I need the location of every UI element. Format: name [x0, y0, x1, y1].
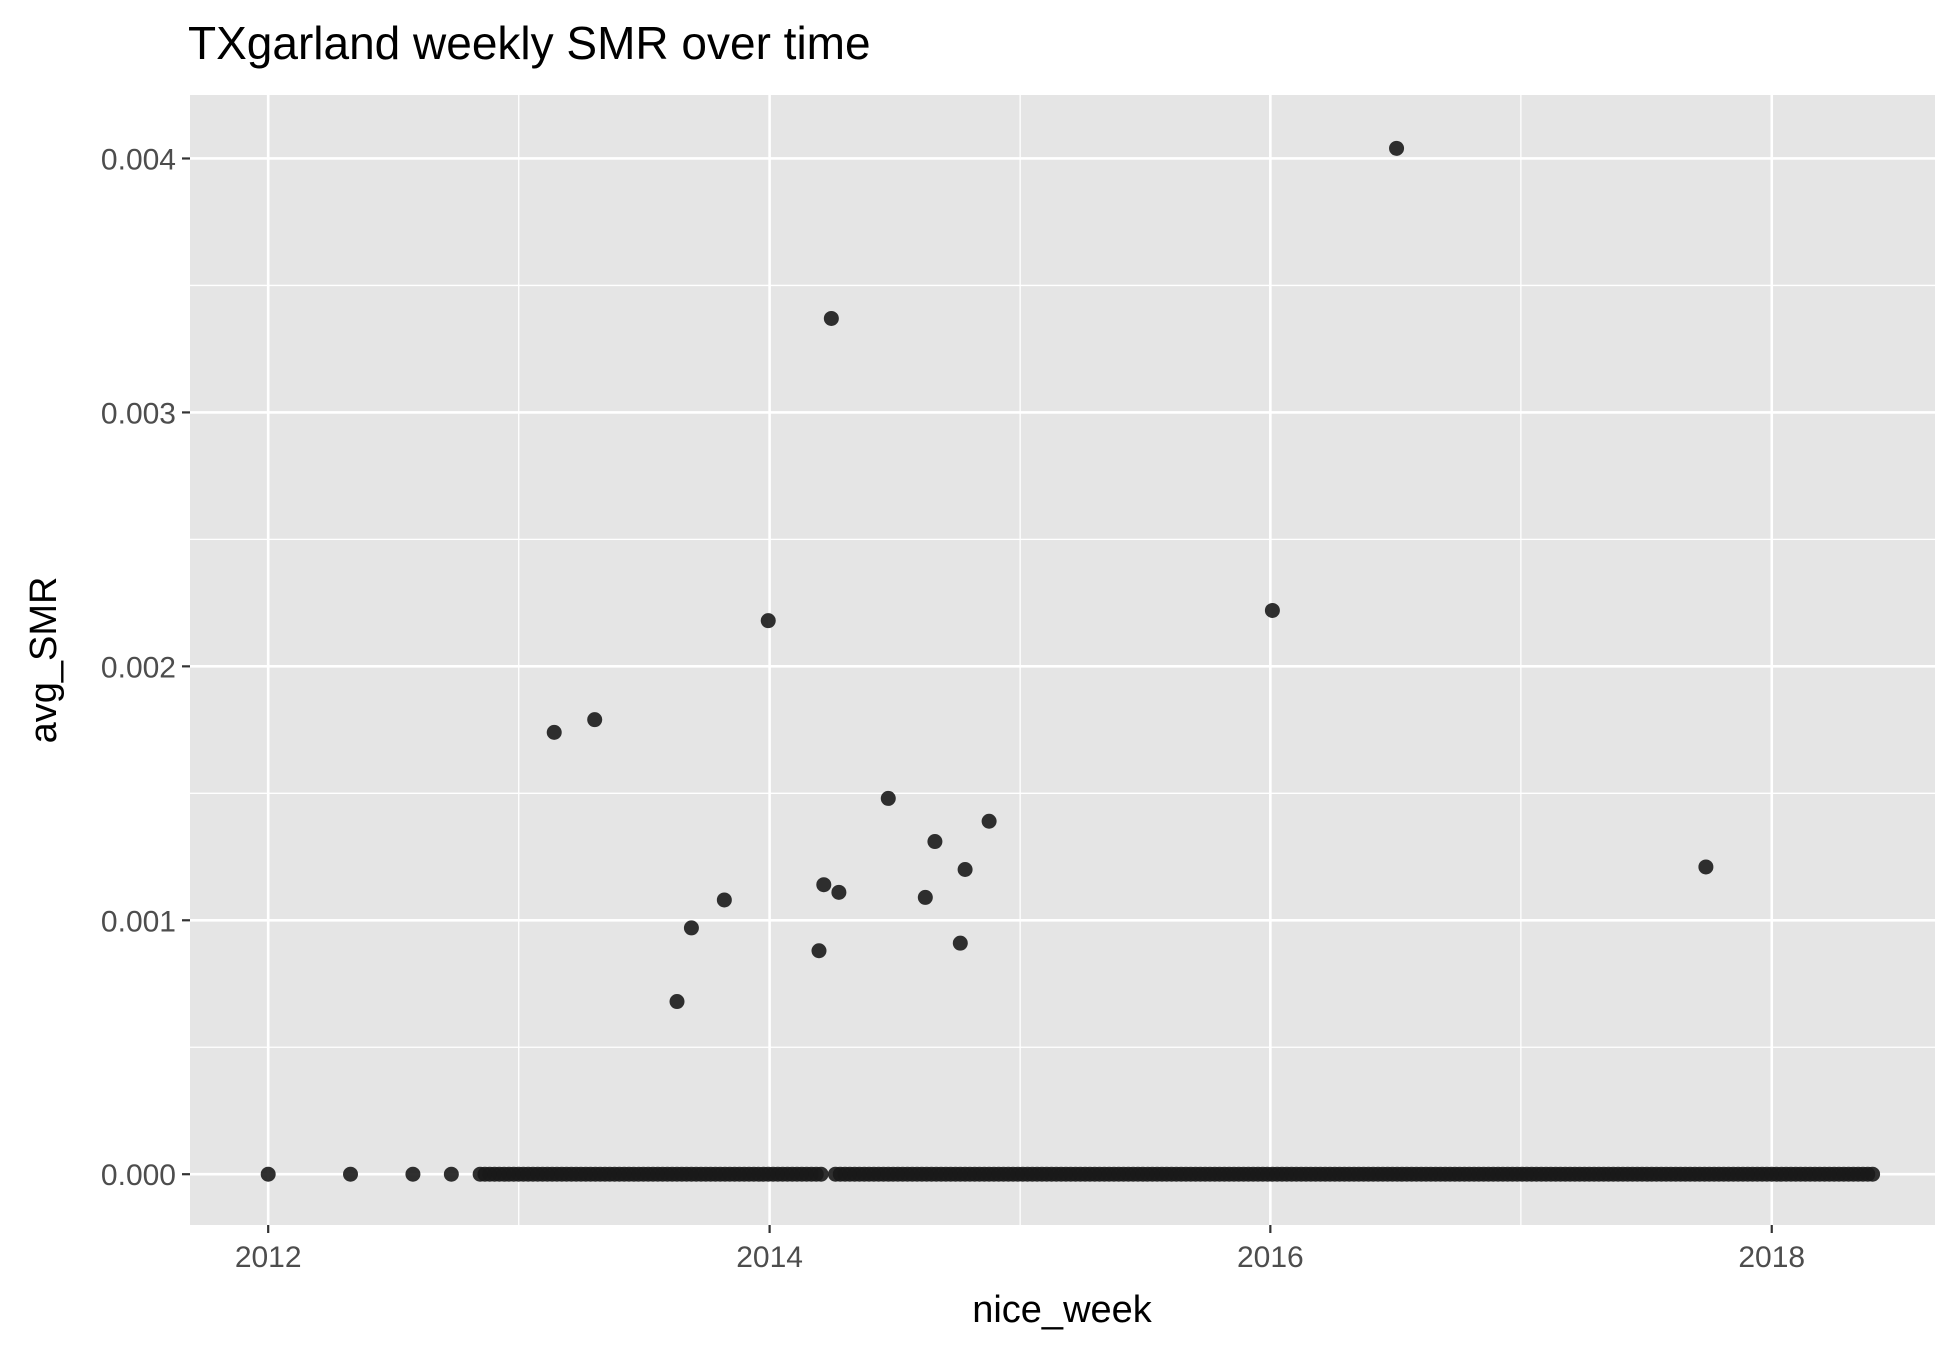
data-point	[546, 724, 562, 740]
data-point-zero	[260, 1166, 276, 1182]
y-axis-title: avg_SMR	[23, 577, 65, 744]
x-tick-label: 2018	[1738, 1241, 1805, 1274]
data-point	[816, 877, 832, 893]
data-point	[587, 712, 603, 728]
data-point	[880, 790, 896, 806]
data-point	[952, 935, 968, 951]
y-tick-label: 0.003	[101, 397, 176, 430]
data-point-zero	[343, 1166, 359, 1182]
y-axis-ticks: 0.000 0.001 0.002 0.003 0.004	[101, 143, 190, 1192]
data-point	[1389, 140, 1405, 156]
y-tick-label: 0.001	[101, 905, 176, 938]
y-tick-label: 0.004	[101, 143, 176, 176]
data-point	[927, 834, 943, 850]
grid-lines	[190, 95, 1935, 1225]
x-axis-title: nice_week	[972, 1289, 1153, 1331]
data-point-zero	[813, 1166, 829, 1182]
data-point	[811, 943, 827, 959]
data-point	[917, 889, 933, 905]
data-point-zero	[1865, 1166, 1881, 1182]
data-point	[760, 613, 776, 629]
y-tick-label: 0.002	[101, 651, 176, 684]
data-point	[1698, 859, 1714, 875]
data-point	[823, 310, 839, 326]
y-tick-label: 0.000	[101, 1159, 176, 1192]
data-point-zero	[405, 1166, 421, 1182]
chart-title: TXgarland weekly SMR over time	[188, 17, 871, 69]
data-point	[981, 813, 997, 829]
data-point	[831, 884, 847, 900]
plot-panel	[190, 95, 1935, 1225]
data-point	[669, 994, 685, 1010]
x-tick-label: 2016	[1237, 1241, 1304, 1274]
x-tick-label: 2014	[736, 1241, 803, 1274]
data-point	[1264, 602, 1280, 618]
data-point	[957, 861, 973, 877]
data-points	[260, 140, 1881, 1182]
data-point-zero	[443, 1166, 459, 1182]
x-tick-label: 2012	[235, 1241, 302, 1274]
x-axis-ticks: 2012 2014 2016 2018	[235, 1225, 1805, 1274]
data-point	[683, 920, 699, 936]
data-point	[716, 892, 732, 908]
